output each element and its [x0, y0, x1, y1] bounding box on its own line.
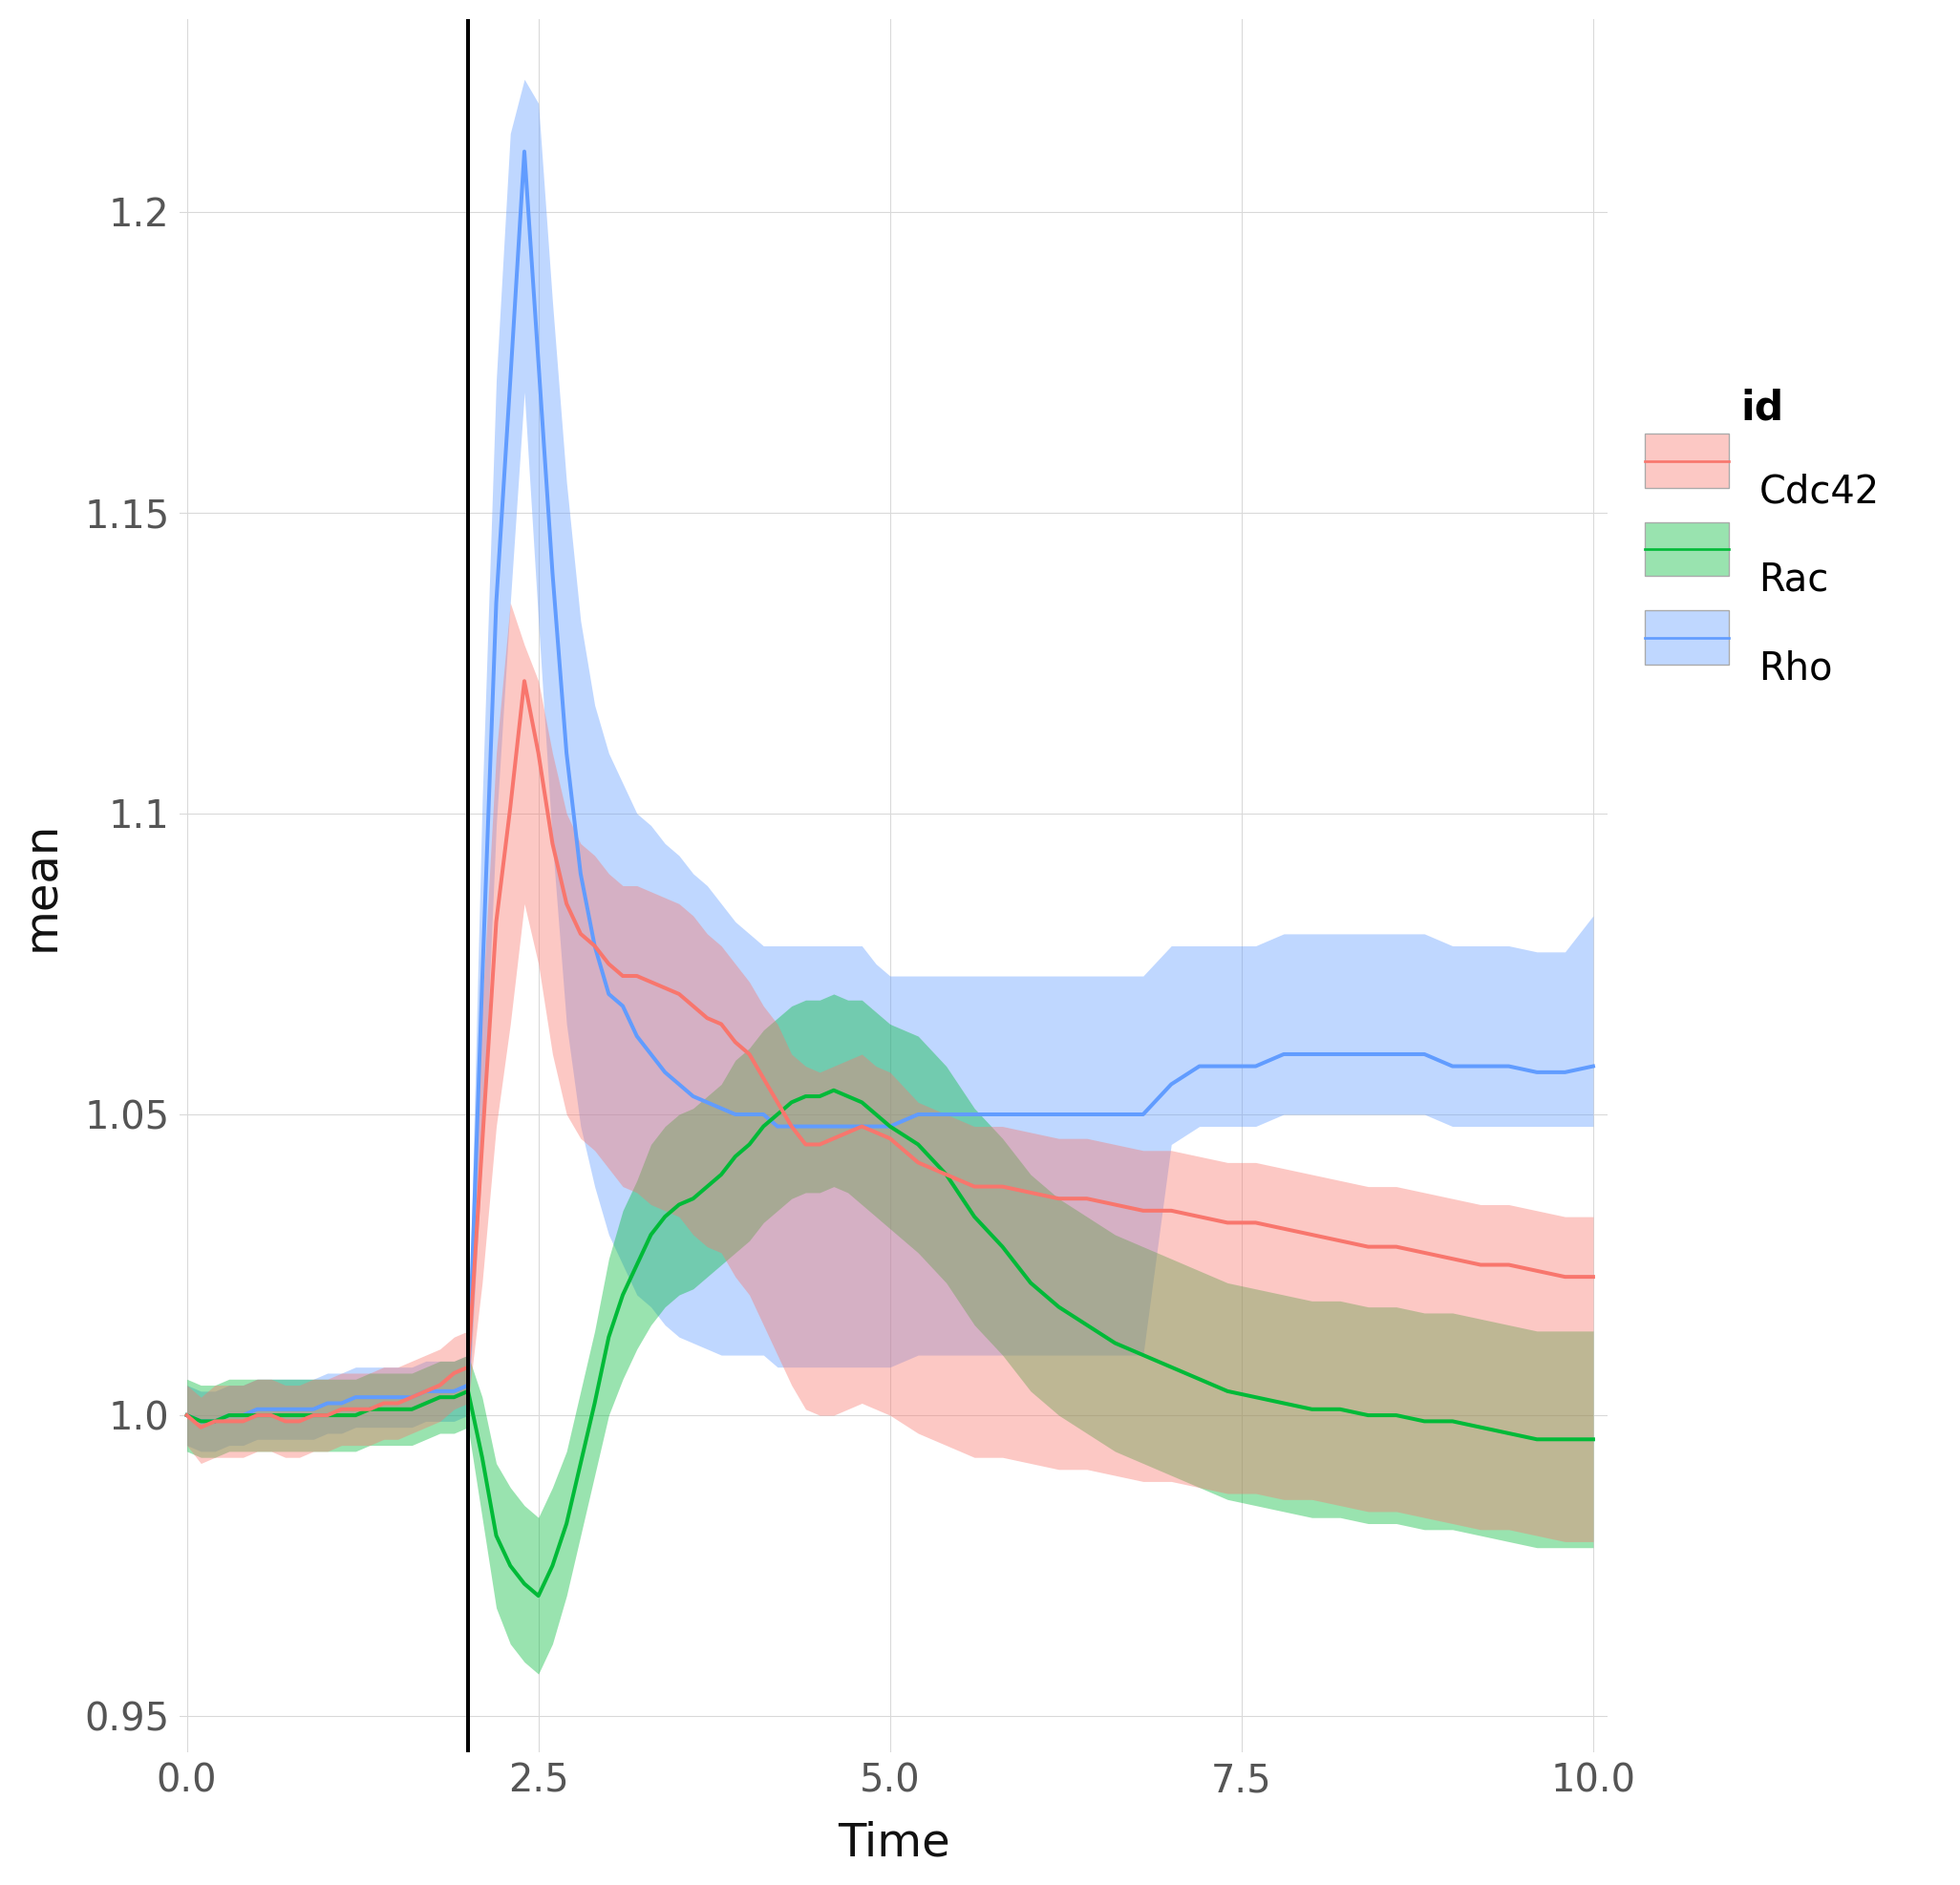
Y-axis label: mean: mean — [20, 820, 65, 950]
Legend: Cdc42, Rac, Rho: Cdc42, Rac, Rho — [1629, 373, 1895, 709]
X-axis label: Time: Time — [837, 1821, 951, 1866]
